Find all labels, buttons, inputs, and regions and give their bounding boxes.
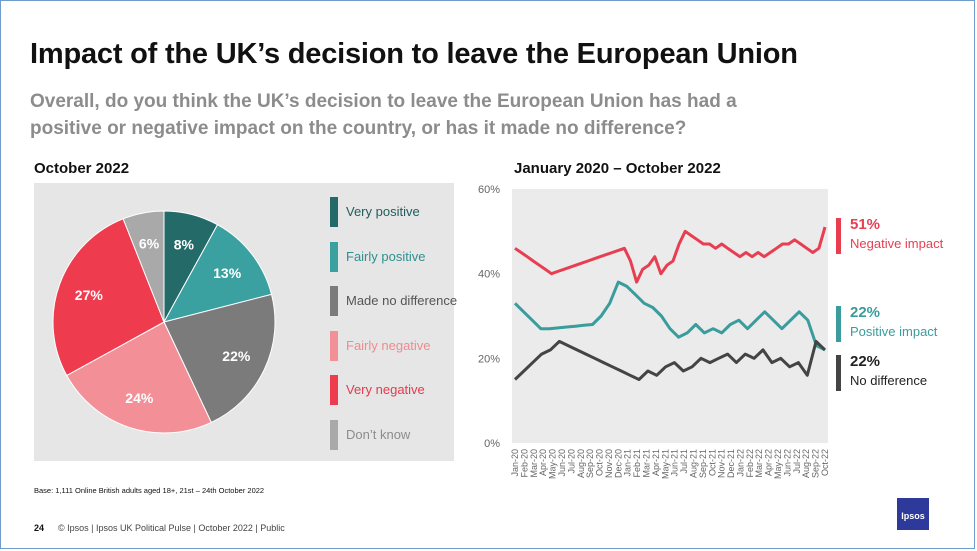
x-tick-label: Nov-21 [717,449,727,478]
legend-label: Very negative [346,382,425,397]
x-tick-label: Sep-21 [698,449,708,478]
nodiff-end-text: No difference [850,373,928,388]
x-tick-label: Sep-20 [585,449,595,478]
pie-value-label: 22% [222,348,251,364]
legend-label: Fairly negative [346,337,431,353]
pie-value-label: 27% [75,287,104,303]
slide-subtitle: Overall, do you think the UK’s decision … [30,91,737,139]
x-tick-label: Jun-22 [782,449,792,477]
pie-slice-very-negative [52,218,165,377]
positive-end-text: Positive impact [850,324,938,339]
pie-value-label: 24% [125,390,154,406]
x-tick-label: Jul-22 [792,449,802,474]
y-tick-label: 60% [478,184,500,196]
x-tick-label: Oct-20 [595,449,605,476]
x-tick-label: Feb-20 [519,449,529,478]
pie-slice-fairly-negative [66,321,212,434]
x-tick-label: Jun-20 [557,449,567,477]
x-tick-label: Mar-22 [754,449,764,478]
positive-end-value: 22% [850,304,881,321]
footer-source: © Ipsos | Ipsos UK Political Pulse | Oct… [58,523,285,533]
x-tick-label: May-22 [773,449,783,479]
pie-chart: 8% 13% 22% 24% 27% 6% [52,210,276,434]
legend-swatch [330,197,338,227]
ipsos-logo: Ipsos [897,498,929,530]
nodiff-end-bar [836,355,841,391]
pie-slice-made-no-difference [163,293,276,424]
footer: 24 © Ipsos | Ipsos UK Political Pulse | O… [34,523,285,533]
negative-end-value: 51% [850,216,881,233]
x-tick-label: Nov-20 [604,449,614,478]
series-line-negative-impact [514,226,827,284]
pie-value-label: 6% [139,235,160,251]
x-tick-label: Feb-21 [632,449,642,478]
line-panel-label: January 2020 – October 2022 [514,160,721,177]
legend-label: Very positive [346,204,420,219]
x-tick-label: Mar-20 [529,449,539,478]
pie-slice-don-t-know [122,210,165,323]
x-tick-label: Aug-22 [801,449,811,478]
x-tick-label: Oct-21 [707,449,717,476]
x-tick-label: Apr-21 [651,449,661,476]
x-tick-label: Jan-22 [735,449,745,477]
x-tick-label: Dec-21 [726,449,736,478]
y-tick-label: 0% [484,438,500,450]
x-tick-label: Apr-20 [538,449,548,476]
series-line-positive-impact [513,280,826,352]
x-tick-label: Aug-20 [576,449,586,478]
x-tick-label: Jun-21 [670,449,680,477]
negative-end-text: Negative impact [850,236,944,251]
slide-title: Impact of the UK’s decision to leave the… [30,38,798,70]
plot-background [512,189,828,443]
nodiff-end-value: 22% [850,353,881,370]
x-tick-label: Jul-20 [566,449,576,474]
x-tick-label: Sep-22 [811,449,821,478]
legend-swatch [330,241,338,272]
positive-end-bar [836,306,841,342]
x-tick-label: Jan-21 [623,449,633,477]
legend-label: Don’t know [346,426,411,442]
x-tick-label: Apr-22 [764,449,774,476]
legend-swatch [330,330,338,361]
pie-panel-label: October 2022 [34,160,130,177]
x-tick-label: May-20 [548,449,558,479]
negative-end-bar [836,218,841,254]
x-tick-label: Aug-21 [688,449,698,478]
x-tick-label: May-21 [660,449,670,479]
pie-panel: 8% 13% 22% 24% 27% 6% Very positive Fairly pos… [34,183,458,461]
x-tick-label: Oct-22 [820,449,830,476]
x-tick-label: Jan-20 [510,449,520,477]
x-tick-label: Feb-22 [745,449,755,478]
legend-swatch [330,286,338,316]
y-tick-label: 40% [478,269,500,281]
series-line-no-difference [513,339,827,381]
page-number: 24 [34,523,45,533]
base-note: Base: 1,111 Online British adults aged 1… [34,486,265,495]
pie-value-label: 8% [174,237,195,253]
legend-label: Fairly positive [346,248,426,264]
legend-swatch [330,419,338,450]
legend-swatch [330,375,338,405]
line-chart: 60%40%20%0%Jan-20 Feb-20 Mar-20 Apr-20 May-2… [478,184,830,479]
x-tick-label: Dec-20 [613,449,623,478]
pie-value-label: 13% [213,265,242,281]
y-tick-label: 20% [478,353,500,365]
x-tick-label: Mar-21 [642,449,652,478]
x-tick-label: Jul-21 [679,449,689,474]
pie-slice-fairly-positive [163,224,273,323]
logo-text: Ipsos [901,511,925,521]
legend-label: Made no difference [346,293,458,308]
